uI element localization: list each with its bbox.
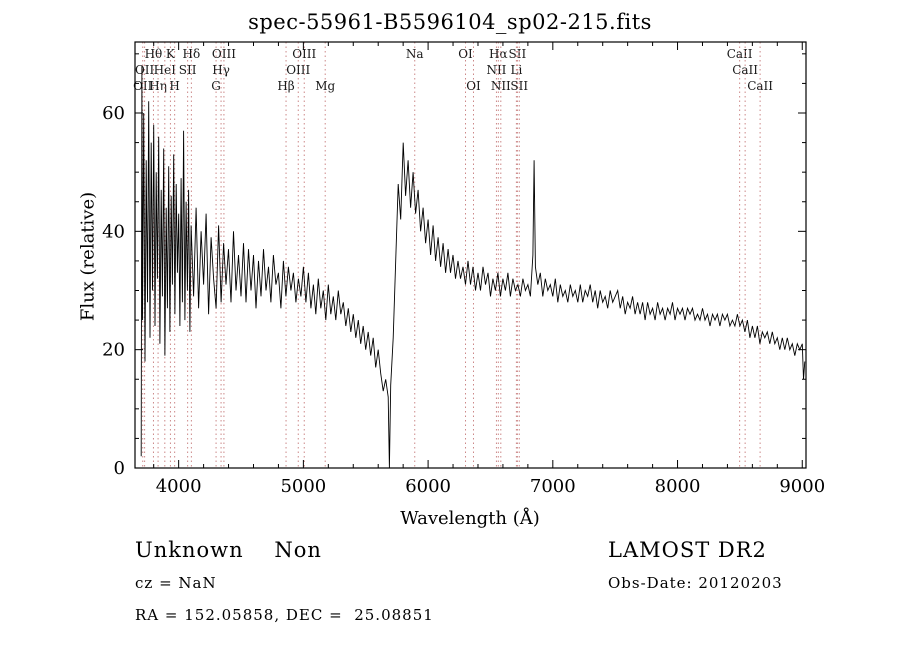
spectral-line-label: CaII [727, 47, 753, 61]
spectral-line-label: CaII [732, 63, 758, 77]
x-tick-label: 5000 [280, 476, 326, 497]
chart-title: spec-55961-B5596104_sp02-215.fits [248, 10, 652, 34]
spectral-line-label: OIII [212, 47, 236, 61]
spectral-line-label: OII [135, 63, 155, 77]
spectral-line-label: NII [491, 79, 511, 93]
cz-text: cz = NaN [135, 574, 217, 592]
spectrum-line [140, 65, 806, 469]
spectral-line-label: OIII [292, 47, 316, 61]
spectral-line-label: Hθ [145, 47, 163, 61]
y-tick-label: 0 [114, 458, 125, 479]
ra-dec-text: RA = 152.05858, DEC = 25.08851 [135, 606, 434, 624]
classification-text: Unknown Non [135, 538, 322, 562]
survey-text: LAMOST DR2 [608, 538, 767, 562]
x-tick-label: 4000 [156, 476, 202, 497]
spectral-line-label: Mg [315, 79, 335, 93]
spectral-line-label: HeI [154, 63, 177, 77]
plot-frame [134, 41, 807, 469]
x-tick-label: 6000 [405, 476, 451, 497]
spectral-line-label: H [169, 79, 179, 93]
spectral-line-label: Hα [489, 47, 508, 61]
y-tick-label: 60 [102, 103, 125, 124]
x-tick-label: 9000 [779, 476, 825, 497]
spectral-line-label: NII [486, 63, 506, 77]
x-axis-label: Wavelength (Å) [400, 508, 540, 529]
spectral-line-label: Li [510, 63, 522, 77]
y-tick-label: 20 [102, 340, 125, 361]
spectral-line-label: SII [509, 47, 527, 61]
x-tick-label: 7000 [530, 476, 576, 497]
spectral-line-label: Hβ [277, 79, 294, 93]
spectral-line-label: SII [510, 79, 528, 93]
spectral-line-label: Na [406, 47, 424, 61]
spectral-line-label: K [166, 47, 176, 61]
spectral-line-label: SII [179, 63, 197, 77]
x-tick-label: 8000 [655, 476, 701, 497]
spectral-line-label: Hγ [212, 63, 230, 77]
spectral-line-label: OI [466, 79, 481, 93]
spectral-line-label: CaII [747, 79, 773, 93]
spectral-line-label: OII [133, 79, 153, 93]
spectral-line-label: Hη [149, 79, 167, 93]
obs-date-text: Obs-Date: 20120203 [608, 574, 783, 592]
y-tick-label: 40 [102, 221, 125, 242]
spectral-line-label: Hδ [183, 47, 201, 61]
spectral-line-label: OI [458, 47, 473, 61]
spectral-line-label: OIII [286, 63, 310, 77]
spectral-line-label: G [211, 79, 221, 93]
